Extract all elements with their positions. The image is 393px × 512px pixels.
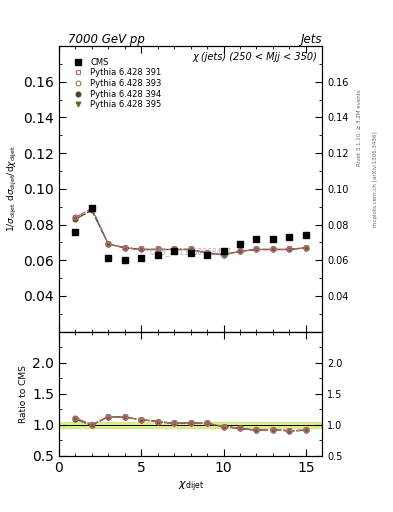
Pythia 6.428 393	[123, 245, 127, 251]
CMS	[139, 255, 143, 262]
Pythia 6.428 395	[205, 250, 209, 256]
Pythia 6.428 393	[254, 246, 259, 252]
Pythia 6.428 391	[172, 246, 176, 252]
Pythia 6.428 394	[73, 216, 78, 222]
Pythia 6.428 393	[172, 246, 176, 252]
Pythia 6.428 394	[172, 246, 176, 252]
Legend: CMS, Pythia 6.428 391, Pythia 6.428 393, Pythia 6.428 394, Pythia 6.428 395: CMS, Pythia 6.428 391, Pythia 6.428 393,…	[68, 56, 163, 111]
Pythia 6.428 395	[254, 246, 259, 252]
Text: mcplots.cern.ch [arXiv:1306.3436]: mcplots.cern.ch [arXiv:1306.3436]	[373, 132, 378, 227]
Pythia 6.428 391	[303, 245, 308, 251]
Pythia 6.428 393	[90, 205, 94, 211]
Pythia 6.428 391	[73, 215, 78, 221]
Pythia 6.428 393	[188, 246, 193, 252]
Pythia 6.428 395	[238, 248, 242, 254]
CMS	[123, 257, 127, 263]
Pythia 6.428 395	[188, 246, 193, 252]
Pythia 6.428 391	[287, 246, 292, 252]
CMS	[270, 236, 275, 242]
Pythia 6.428 394	[123, 245, 127, 251]
Pythia 6.428 391	[106, 241, 111, 247]
Pythia 6.428 394	[188, 246, 193, 252]
CMS	[205, 252, 209, 258]
Line: Pythia 6.428 391: Pythia 6.428 391	[73, 206, 308, 257]
CMS	[106, 255, 111, 262]
Pythia 6.428 394	[155, 246, 160, 252]
Pythia 6.428 393	[155, 246, 160, 252]
Pythia 6.428 394	[139, 246, 143, 252]
Pythia 6.428 393	[106, 241, 111, 247]
Text: 7000 GeV pp: 7000 GeV pp	[68, 33, 145, 46]
Pythia 6.428 395	[90, 207, 94, 214]
Pythia 6.428 391	[139, 246, 143, 252]
Pythia 6.428 393	[205, 250, 209, 256]
Text: Jets: Jets	[301, 33, 322, 46]
CMS	[73, 228, 78, 234]
Pythia 6.428 393	[221, 252, 226, 258]
Pythia 6.428 391	[123, 245, 127, 251]
Pythia 6.428 395	[139, 246, 143, 252]
Pythia 6.428 391	[238, 248, 242, 254]
CMS	[287, 234, 292, 240]
Pythia 6.428 391	[205, 250, 209, 256]
Line: Pythia 6.428 394: Pythia 6.428 394	[73, 208, 308, 257]
Pythia 6.428 391	[270, 246, 275, 252]
Pythia 6.428 395	[287, 246, 292, 252]
Line: Pythia 6.428 393: Pythia 6.428 393	[73, 206, 308, 257]
CMS	[221, 248, 226, 254]
CMS	[303, 232, 308, 238]
Pythia 6.428 393	[73, 215, 78, 221]
Pythia 6.428 395	[106, 241, 111, 247]
Pythia 6.428 395	[172, 246, 176, 252]
Pythia 6.428 394	[238, 248, 242, 254]
CMS	[254, 236, 259, 242]
Pythia 6.428 393	[270, 246, 275, 252]
Text: χ (jets) (250 < Mjj < 350): χ (jets) (250 < Mjj < 350)	[192, 52, 317, 62]
Pythia 6.428 393	[287, 246, 292, 252]
Pythia 6.428 394	[287, 246, 292, 252]
Pythia 6.428 394	[221, 252, 226, 258]
Bar	[59, 421, 322, 428]
Line: CMS: CMS	[72, 205, 309, 263]
Pythia 6.428 394	[303, 245, 308, 251]
Y-axis label: Ratio to CMS: Ratio to CMS	[19, 365, 28, 422]
Y-axis label: $1/\sigma_\mathrm{dijet}\ \mathrm{d}\sigma_\mathrm{dijet}/\mathrm{d}\chi_\mathrm: $1/\sigma_\mathrm{dijet}\ \mathrm{d}\sig…	[6, 145, 19, 232]
Pythia 6.428 393	[303, 245, 308, 251]
CMS	[188, 250, 193, 256]
Pythia 6.428 391	[254, 246, 259, 252]
CMS	[172, 248, 176, 254]
Pythia 6.428 395	[155, 246, 160, 252]
CMS	[90, 205, 94, 211]
Pythia 6.428 395	[73, 216, 78, 222]
Pythia 6.428 395	[123, 245, 127, 251]
Pythia 6.428 391	[221, 252, 226, 258]
Pythia 6.428 394	[254, 246, 259, 252]
Pythia 6.428 391	[90, 205, 94, 211]
Pythia 6.428 394	[205, 250, 209, 256]
Pythia 6.428 393	[238, 248, 242, 254]
Pythia 6.428 391	[188, 246, 193, 252]
CMS	[155, 252, 160, 258]
Pythia 6.428 395	[303, 245, 308, 251]
Pythia 6.428 394	[106, 241, 111, 247]
Pythia 6.428 395	[221, 252, 226, 258]
Text: Rivet 3.1.10, ≥ 3.2M events: Rivet 3.1.10, ≥ 3.2M events	[357, 90, 362, 166]
Line: Pythia 6.428 395: Pythia 6.428 395	[73, 208, 308, 257]
Pythia 6.428 391	[155, 246, 160, 252]
Pythia 6.428 393	[139, 246, 143, 252]
Pythia 6.428 394	[270, 246, 275, 252]
Pythia 6.428 395	[270, 246, 275, 252]
Pythia 6.428 394	[90, 207, 94, 214]
CMS	[238, 241, 242, 247]
Text: CMS_2011_S8968497: CMS_2011_S8968497	[150, 247, 231, 256]
X-axis label: $\chi_\mathrm{dijet}$: $\chi_\mathrm{dijet}$	[178, 480, 204, 495]
